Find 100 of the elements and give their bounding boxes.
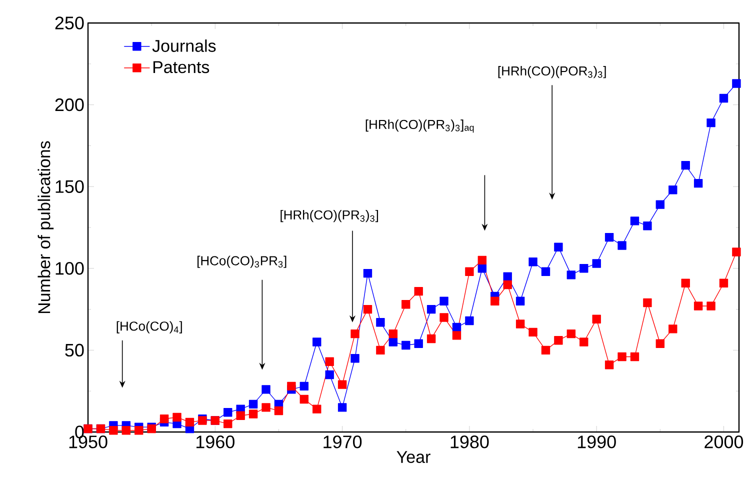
point [224, 408, 232, 417]
point [402, 300, 410, 309]
point [363, 268, 372, 278]
point [414, 286, 423, 296]
point [426, 334, 436, 344]
point [566, 270, 576, 280]
point [706, 302, 716, 310]
point [580, 338, 588, 346]
point [541, 267, 550, 276]
point [516, 296, 525, 306]
annotation: [HRh(CO)(PR$_{3}$)$_{3}$] [280, 210, 378, 222]
point [719, 94, 728, 103]
point [604, 360, 614, 370]
x-tick-label: 1960 [196, 436, 234, 448]
point [580, 264, 588, 273]
point [236, 411, 245, 420]
point [490, 296, 500, 306]
point [224, 419, 232, 428]
point [528, 257, 538, 266]
annotation: [HRh(CO)(POR$_{3}$)$_{3}$] [498, 66, 606, 78]
point [732, 79, 741, 88]
annotation: [HCo(CO)$_{3}$PR$_{3}$] [197, 256, 286, 268]
y-tick-label: 150 [56, 180, 84, 193]
point [262, 403, 270, 412]
point [262, 385, 270, 394]
point [185, 418, 194, 427]
point [350, 354, 360, 363]
x-tick-label: 1990 [578, 436, 616, 448]
point [300, 382, 309, 391]
point [465, 267, 474, 276]
point [503, 272, 512, 281]
point [134, 426, 144, 435]
point [630, 216, 640, 226]
point [388, 329, 398, 338]
x-axis-title: Year [396, 451, 430, 463]
point [465, 316, 474, 326]
point [338, 380, 347, 389]
point [694, 178, 703, 188]
point [478, 264, 487, 273]
point [592, 259, 601, 268]
point [376, 346, 385, 355]
point [325, 370, 334, 380]
point [618, 352, 626, 362]
point [363, 304, 372, 314]
point [503, 280, 512, 290]
point [643, 298, 652, 308]
y-tick-label: 200 [55, 98, 84, 112]
x-tick-label: 1980 [450, 436, 489, 448]
point [312, 338, 322, 346]
point [618, 241, 626, 250]
point [248, 400, 258, 409]
point [452, 331, 462, 340]
point [656, 200, 665, 209]
point [160, 414, 169, 424]
point [122, 426, 130, 435]
point [656, 339, 665, 348]
point [109, 426, 118, 435]
point [554, 242, 563, 252]
x-tick-label: 1970 [324, 436, 362, 448]
point [338, 403, 347, 412]
point [630, 352, 640, 362]
point [668, 324, 678, 334]
point [566, 329, 576, 338]
point [554, 336, 563, 345]
point [681, 160, 690, 170]
annotation: [HCo(CO)$_{4}$] [116, 321, 182, 334]
y-tick-label: 250 [55, 16, 84, 30]
point [592, 314, 601, 324]
point [172, 412, 182, 422]
point [426, 304, 436, 314]
point [541, 346, 550, 355]
y-axis-title: Number of publications [38, 141, 54, 314]
point [376, 318, 385, 327]
point [516, 320, 525, 328]
legend-label: Patents [153, 61, 210, 74]
point [681, 278, 690, 288]
point [452, 322, 462, 332]
point [287, 382, 296, 391]
point [300, 394, 309, 404]
y-tick-label: 50 [65, 344, 84, 357]
point [732, 248, 741, 256]
point [440, 296, 448, 306]
x-tick-label: 2000 [704, 436, 744, 448]
annotation: [HRh(CO)(PR$_{3}$)$_{3}$]$_{aq}$ [366, 120, 474, 133]
point [719, 278, 728, 288]
point [274, 406, 284, 416]
point [325, 357, 334, 366]
point [440, 313, 448, 322]
point [706, 118, 716, 128]
point [248, 410, 258, 418]
point [643, 222, 652, 230]
point [350, 329, 360, 338]
point [668, 186, 678, 194]
point [402, 340, 410, 350]
point [528, 328, 538, 337]
point [694, 302, 703, 310]
point [414, 339, 423, 348]
legend-label: Journals [152, 39, 216, 52]
point [604, 232, 614, 242]
point [388, 338, 398, 346]
